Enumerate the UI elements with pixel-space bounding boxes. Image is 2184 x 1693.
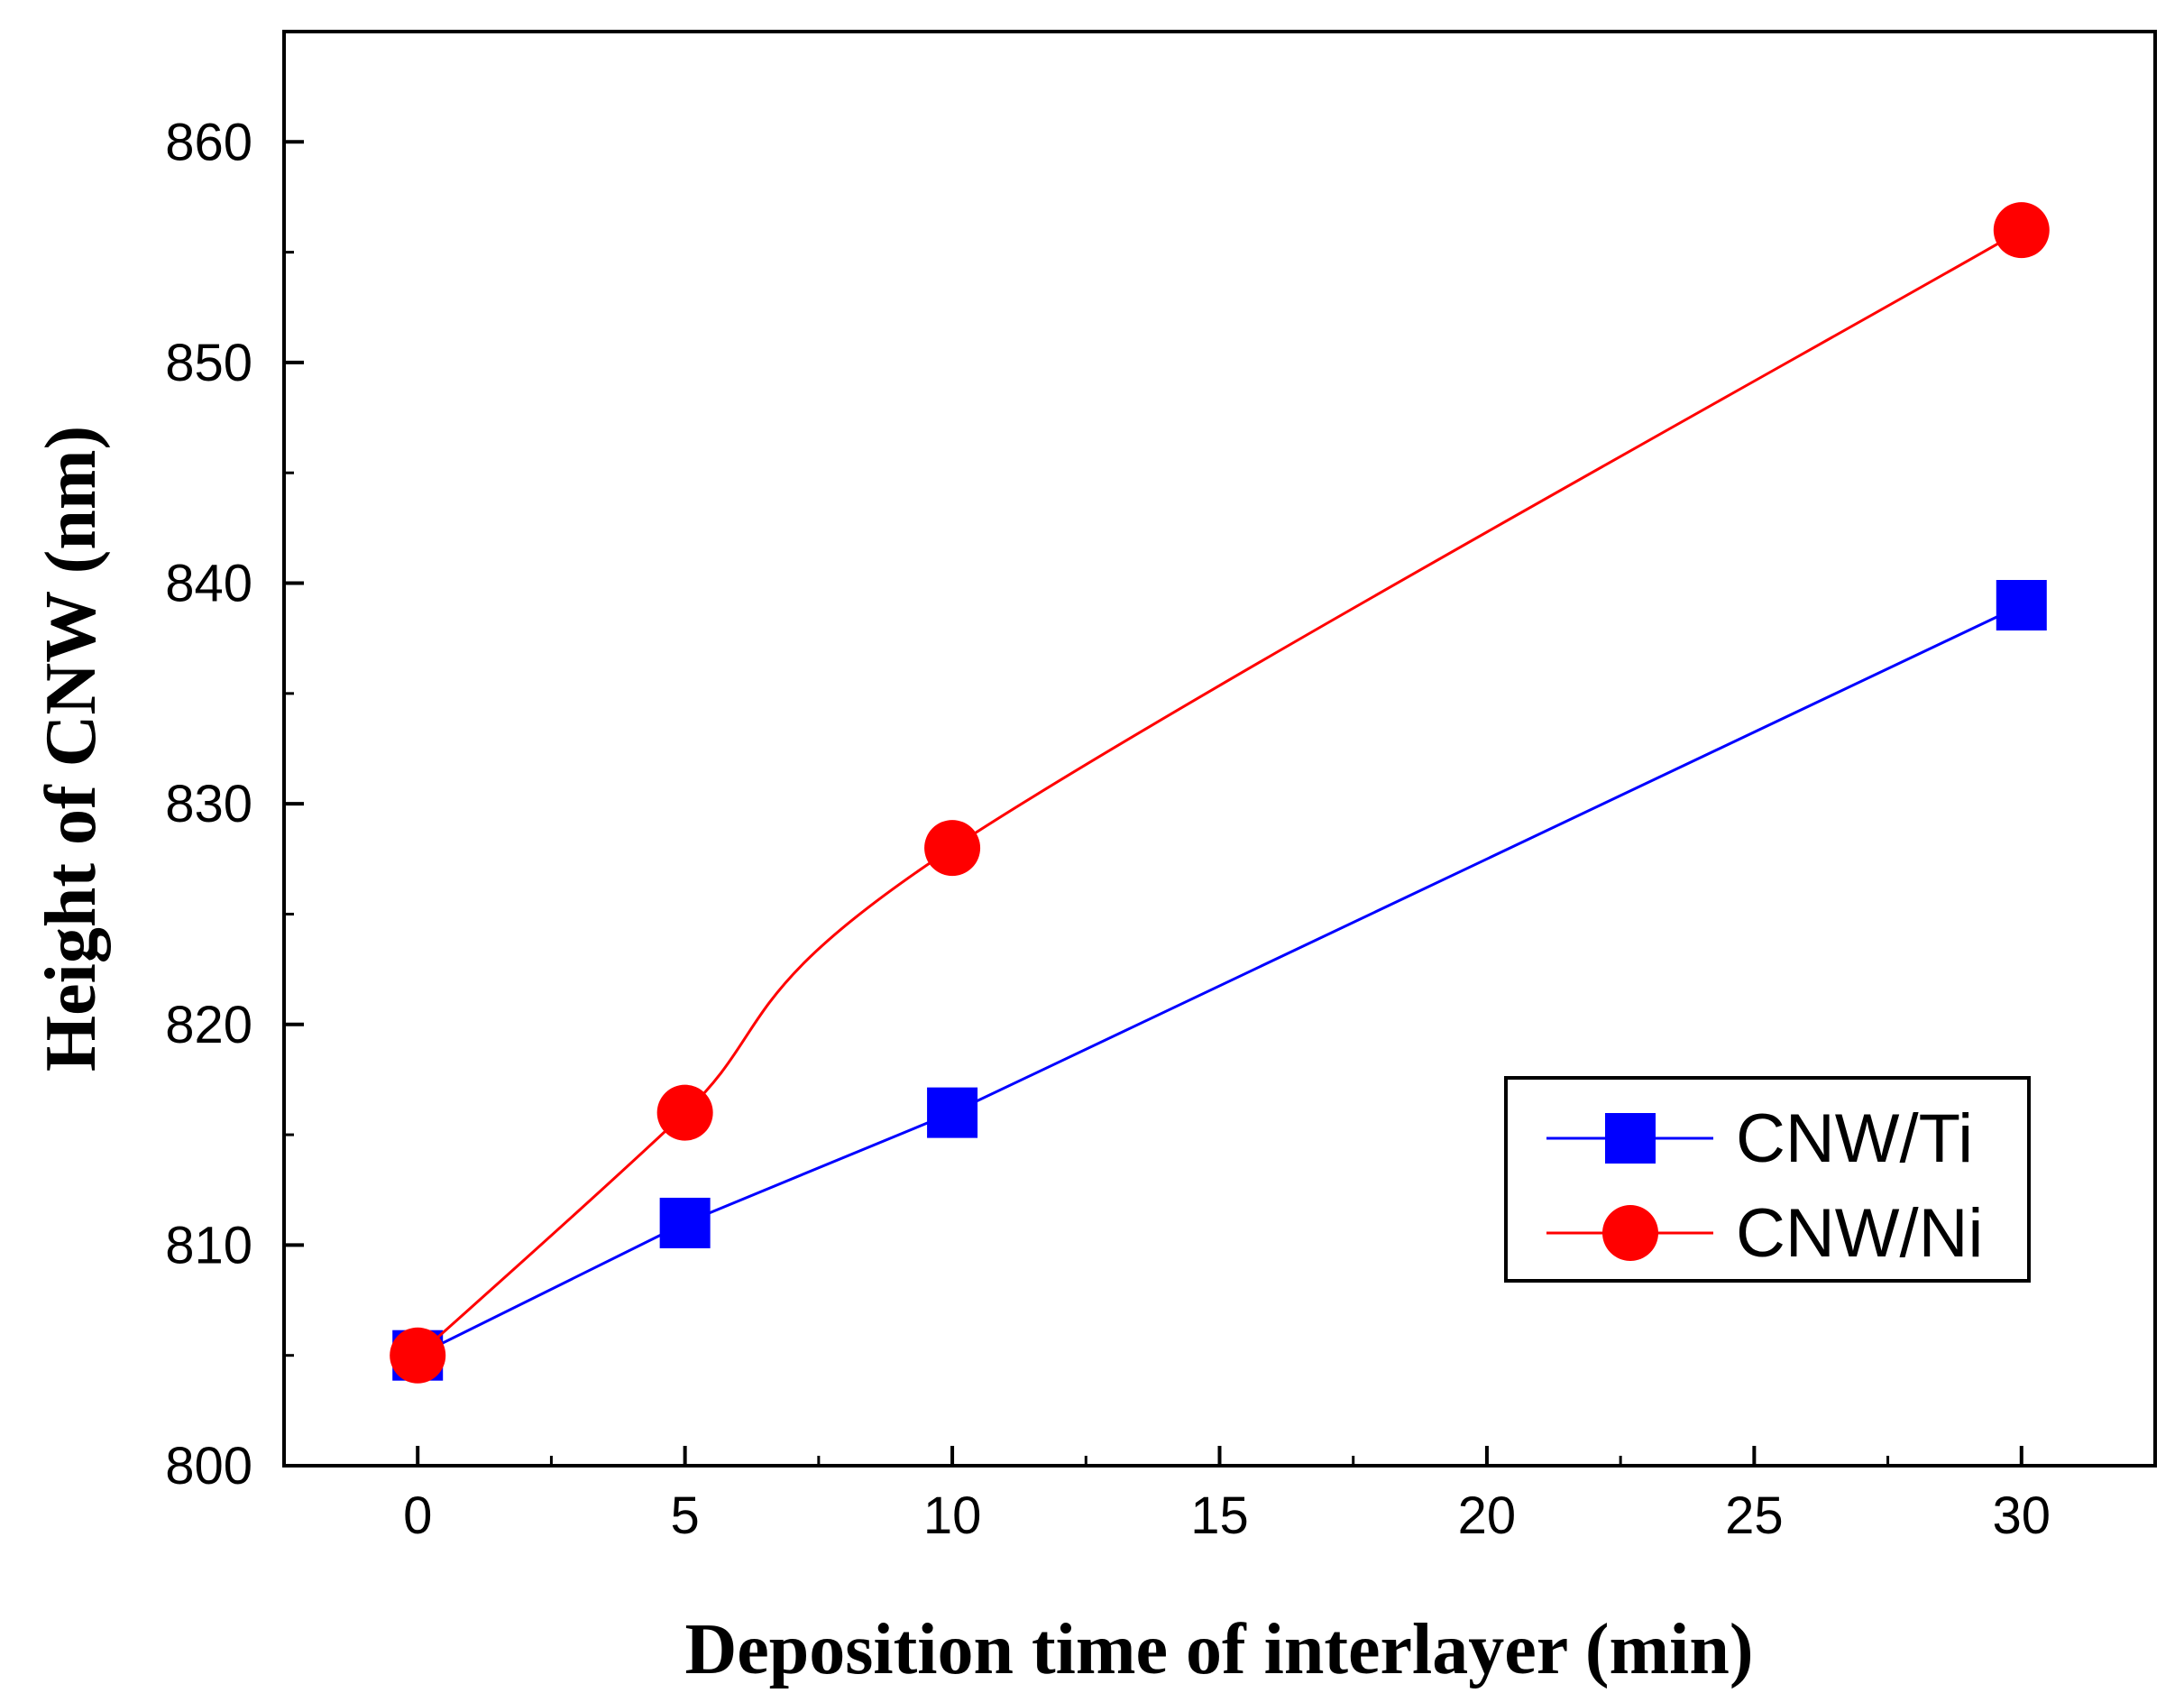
- y-axis-title: Height of CNW (nm): [32, 426, 111, 1072]
- legend-marker-cnw-ni: [1602, 1205, 1658, 1261]
- data-point-cnw-ti: [659, 1197, 711, 1248]
- data-point-cnw-ni: [924, 820, 981, 877]
- y-tick-label: 850: [165, 334, 252, 392]
- series-line-cnw-ni: [417, 228, 2023, 1357]
- y-tick-label: 860: [165, 113, 252, 171]
- legend: CNW/Ti CNW/Ni: [1504, 1076, 2031, 1283]
- data-point-cnw-ti: [927, 1087, 978, 1138]
- x-axis-title: Deposition time of interlayer (min): [685, 1610, 1754, 1689]
- x-tick-label: 25: [1725, 1486, 1784, 1545]
- x-tick-label: 30: [1993, 1486, 2051, 1545]
- y-tick-label: 820: [165, 996, 252, 1054]
- x-tick-label: 20: [1458, 1486, 1517, 1545]
- series-layer: [390, 202, 2050, 1384]
- x-tick-label: 10: [923, 1486, 982, 1545]
- x-tick-label: 15: [1190, 1486, 1249, 1545]
- data-point-cnw-ni: [390, 1327, 446, 1384]
- legend-box: [1504, 1076, 2031, 1283]
- data-point-cnw-ni: [1993, 202, 2050, 259]
- series-line-cnw-ti: [417, 603, 2023, 1357]
- legend-marker-cnw-ti: [1605, 1113, 1656, 1164]
- y-tick-label: 810: [165, 1216, 252, 1274]
- legend-label-cnw-ti: CNW/Ti: [1736, 1100, 1973, 1177]
- y-tick-label: 840: [165, 555, 252, 613]
- series-cnw-ni: [390, 202, 2050, 1384]
- data-point-cnw-ti: [1996, 580, 2047, 630]
- x-tick-label: 5: [671, 1486, 700, 1545]
- legend-label-cnw-ni: CNW/Ni: [1736, 1195, 1983, 1272]
- y-tick-label: 800: [165, 1437, 252, 1495]
- y-tick-label: 830: [165, 775, 252, 833]
- x-tick-label: 0: [403, 1486, 432, 1545]
- axis-ticks: 0 5 10 15 20 25 30 800 810 820 830 840 850 860: [165, 113, 2051, 1545]
- data-point-cnw-ni: [656, 1084, 713, 1141]
